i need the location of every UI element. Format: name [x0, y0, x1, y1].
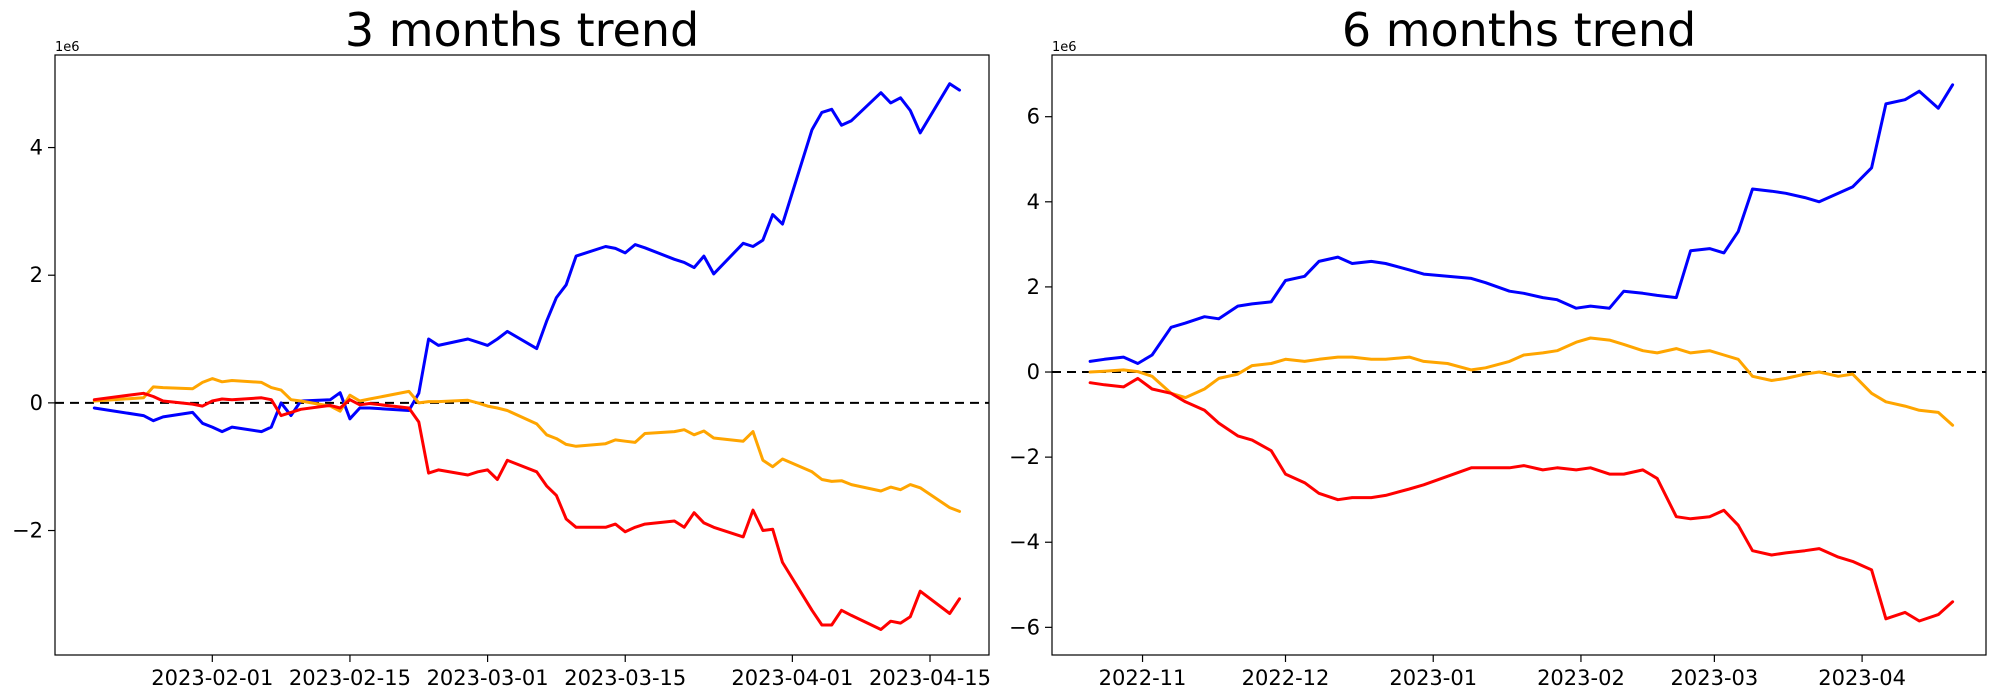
y-tick-label: 0	[30, 391, 43, 415]
chart-title: 6 months trend	[1342, 3, 1696, 57]
tick-layer: 2022-11 2022-12 2023-01 2023-02 2023-03 2023-…	[1009, 105, 1906, 690]
x-tick-label: 2023-04	[1818, 666, 1906, 690]
series-layer	[55, 82, 989, 631]
y-tick-label: −2	[1009, 445, 1040, 469]
y-tick-label: 2	[30, 263, 43, 287]
y-tick-label: −2	[12, 519, 43, 543]
y-tick-label: −4	[1009, 530, 1040, 554]
series-line-3	[1088, 376, 1955, 623]
series-layer	[1052, 83, 1986, 623]
chart-title: 3 months trend	[345, 3, 699, 57]
x-tick-label: 2023-03-01	[427, 666, 549, 690]
x-tick-label: 2023-02-15	[289, 666, 411, 690]
x-tick-label: 2023-03-15	[564, 666, 686, 690]
series-line-1	[92, 82, 961, 434]
x-tick-label: 2023-02	[1537, 666, 1625, 690]
y-tick-label: 6	[1027, 105, 1040, 129]
series-line-3	[92, 391, 961, 631]
y-tick-label: 4	[30, 136, 43, 160]
y-tick-label: 0	[1027, 360, 1040, 384]
x-tick-label: 2023-01	[1389, 666, 1477, 690]
y-offset-label: 1e6	[1052, 40, 1077, 55]
y-tick-label: 2	[1027, 275, 1040, 299]
y-offset-label: 1e6	[55, 40, 80, 55]
x-tick-label: 2023-03	[1671, 666, 1759, 690]
y-tick-label: −6	[1009, 615, 1040, 639]
x-tick-label: 2022-11	[1099, 666, 1187, 690]
y-tick-label: 4	[1027, 190, 1040, 214]
x-tick-label: 2022-12	[1242, 666, 1330, 690]
tick-layer: 2023-02-01 2023-02-15 2023-03-01 2023-03-15…	[12, 136, 991, 690]
x-tick-label: 2023-04-15	[869, 666, 991, 690]
series-line-2	[92, 377, 961, 513]
x-tick-label: 2023-02-01	[151, 666, 273, 690]
series-line-1	[1088, 83, 1955, 365]
x-tick-label: 2023-04-01	[731, 666, 853, 690]
plot-area	[54, 54, 990, 656]
series-line-2	[1088, 336, 1955, 427]
chart-3-months: 3 months trend 1e6 2023-02-01 2023-02-15 2…	[12, 3, 991, 690]
plot-area	[1051, 54, 1987, 656]
chart-6-months: 6 months trend 1e6 2022-11 2022-12 2023-01…	[1009, 3, 1987, 690]
